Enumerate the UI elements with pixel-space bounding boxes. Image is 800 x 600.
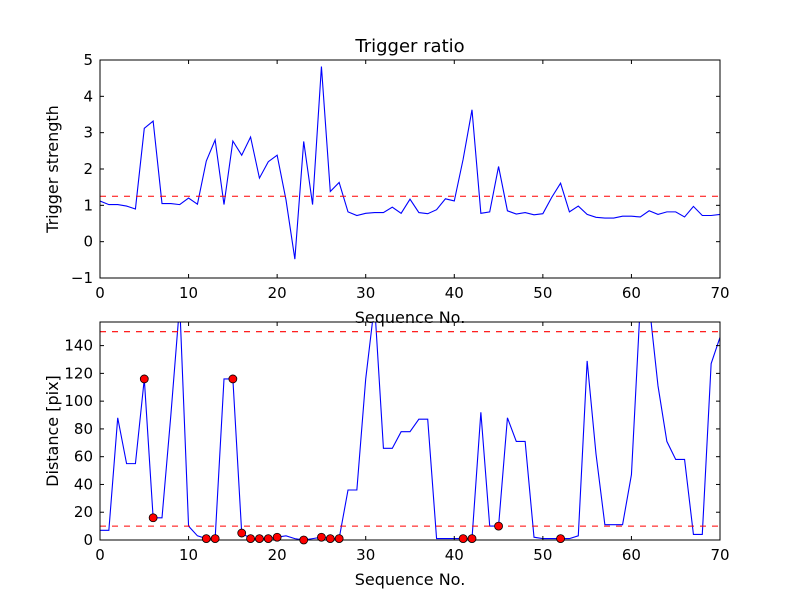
y-tick-label: 100 [64, 392, 93, 410]
x-tick-label: 60 [622, 546, 641, 564]
y-tick-label: 140 [64, 337, 93, 355]
x-tick-label: 0 [95, 546, 105, 564]
data-marker [255, 534, 264, 544]
y-tick-label: 80 [74, 420, 93, 438]
y-tick-label: 0 [83, 233, 93, 251]
distance-chart: 0 10 20 30 40 50 60 70 0 20 40 60 80 100 120 140 Sequenc… [43, 321, 730, 589]
data-marker [556, 534, 565, 544]
x-tick-label: 60 [622, 284, 641, 302]
data-marker [263, 534, 273, 544]
data-marker [139, 374, 149, 384]
x-tick-label: 10 [179, 546, 198, 564]
x-axis-label: Sequence No. [355, 308, 466, 327]
data-marker [272, 532, 282, 542]
y-tick-label: 20 [74, 503, 93, 521]
axes-frame [99, 321, 721, 541]
data-marker [246, 534, 255, 544]
y-tick-label: 5 [83, 51, 93, 69]
y-tick-label: 60 [74, 448, 93, 466]
x-tick-label: 50 [533, 284, 552, 302]
series-line-0 [100, 322, 720, 540]
x-axis-label: Sequence No. [355, 570, 466, 589]
data-marker [325, 534, 335, 544]
x-tick-label: 70 [710, 284, 729, 302]
y-axis-label: Distance [pix] [43, 375, 62, 487]
data-marker [201, 534, 211, 544]
y-axis-label: Trigger strength [43, 105, 62, 234]
x-tick-label: 0 [95, 284, 105, 302]
data-marker [467, 534, 477, 544]
data-marker [317, 532, 326, 542]
y-tick-label: 1 [83, 196, 93, 214]
data-marker [228, 374, 238, 384]
data-marker [148, 513, 158, 523]
x-tick-label: 10 [179, 284, 198, 302]
data-marker [210, 534, 220, 544]
data-marker [494, 521, 503, 531]
data-marker [334, 534, 344, 544]
data-marker [299, 535, 309, 545]
y-tick-label: 40 [74, 475, 93, 493]
data-marker [458, 534, 468, 544]
x-tick-label: 20 [268, 546, 287, 564]
plot-area [100, 322, 720, 540]
x-tick-label: 50 [533, 546, 552, 564]
y-tick-label: −1 [71, 269, 93, 287]
x-tick-label: 30 [356, 284, 375, 302]
plot-area [100, 66, 720, 260]
data-marker [237, 528, 247, 538]
y-tick-label: 3 [83, 124, 93, 142]
chart-title: Trigger ratio [354, 36, 464, 57]
axes-frame [99, 59, 721, 279]
x-tick-label: 40 [445, 546, 464, 564]
series-line-0 [100, 66, 720, 260]
y-tick-label: 2 [83, 160, 93, 178]
y-tick-label: 120 [64, 364, 93, 382]
x-tick-label: 30 [356, 546, 375, 564]
y-tick-label: 4 [83, 87, 93, 105]
x-tick-label: 70 [710, 546, 729, 564]
y-tick-label: 0 [83, 531, 93, 549]
x-tick-label: 40 [445, 284, 464, 302]
x-tick-label: 20 [268, 284, 287, 302]
